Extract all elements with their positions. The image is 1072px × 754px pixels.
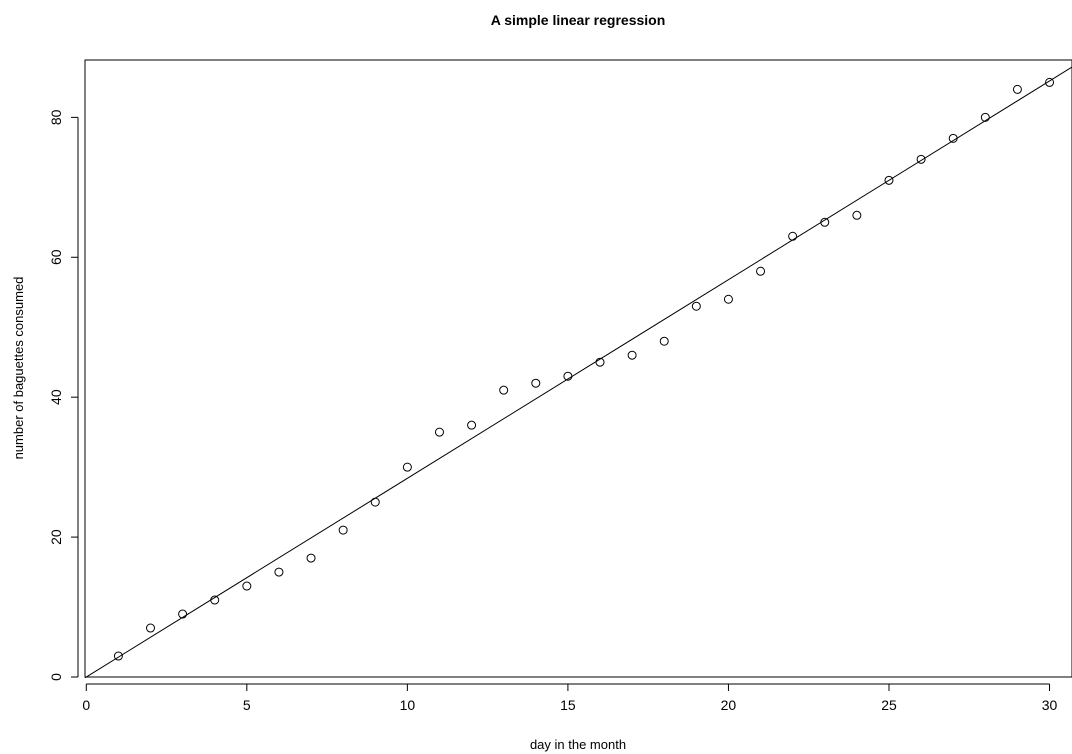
data-point — [916, 154, 926, 164]
data-point — [884, 175, 894, 185]
data-point — [723, 294, 733, 304]
y-tick-label: 80 — [48, 109, 64, 125]
x-tick-label: 30 — [1042, 697, 1058, 713]
x-tick-label: 0 — [82, 697, 90, 713]
data-point — [531, 378, 541, 388]
regression-line — [84, 66, 1072, 679]
y-tick-label: 60 — [48, 249, 64, 265]
y-axis-label: number of baguettes consumed — [11, 277, 26, 460]
plot-frame — [84, 59, 1072, 678]
y-axis: 0 20 40 60 80 — [48, 109, 79, 681]
data-points — [113, 77, 1055, 661]
data-point — [242, 581, 252, 591]
data-point — [113, 651, 123, 661]
data-point — [659, 336, 669, 346]
data-point — [627, 350, 637, 360]
data-point — [1012, 84, 1022, 94]
data-point — [1045, 77, 1055, 87]
data-point — [756, 266, 766, 276]
data-point — [820, 217, 830, 227]
data-point — [467, 420, 477, 430]
data-point — [210, 595, 220, 605]
data-point — [306, 553, 316, 563]
data-point — [499, 385, 509, 395]
data-point — [788, 231, 798, 241]
data-point — [852, 210, 862, 220]
data-point — [370, 497, 380, 507]
x-axis-label: day in the month — [530, 737, 626, 752]
data-point — [338, 525, 348, 535]
data-point — [595, 357, 605, 367]
data-point — [948, 133, 958, 143]
x-tick-label: 15 — [560, 697, 576, 713]
data-point — [402, 462, 412, 472]
x-tick-label: 20 — [721, 697, 737, 713]
data-point — [691, 301, 701, 311]
x-tick-label: 5 — [243, 697, 251, 713]
data-point — [980, 112, 990, 122]
chart-title: A simple linear regression — [491, 12, 666, 28]
x-axis: 0 5 10 15 20 25 30 — [82, 683, 1058, 713]
data-point — [178, 609, 188, 619]
y-tick-label: 20 — [48, 529, 64, 545]
y-tick-label: 0 — [48, 673, 64, 681]
data-point — [146, 623, 156, 633]
data-point — [274, 567, 284, 577]
data-point — [563, 371, 573, 381]
data-point — [434, 427, 444, 437]
x-tick-label: 10 — [400, 697, 416, 713]
x-tick-label: 25 — [881, 697, 897, 713]
y-tick-label: 40 — [48, 389, 64, 405]
